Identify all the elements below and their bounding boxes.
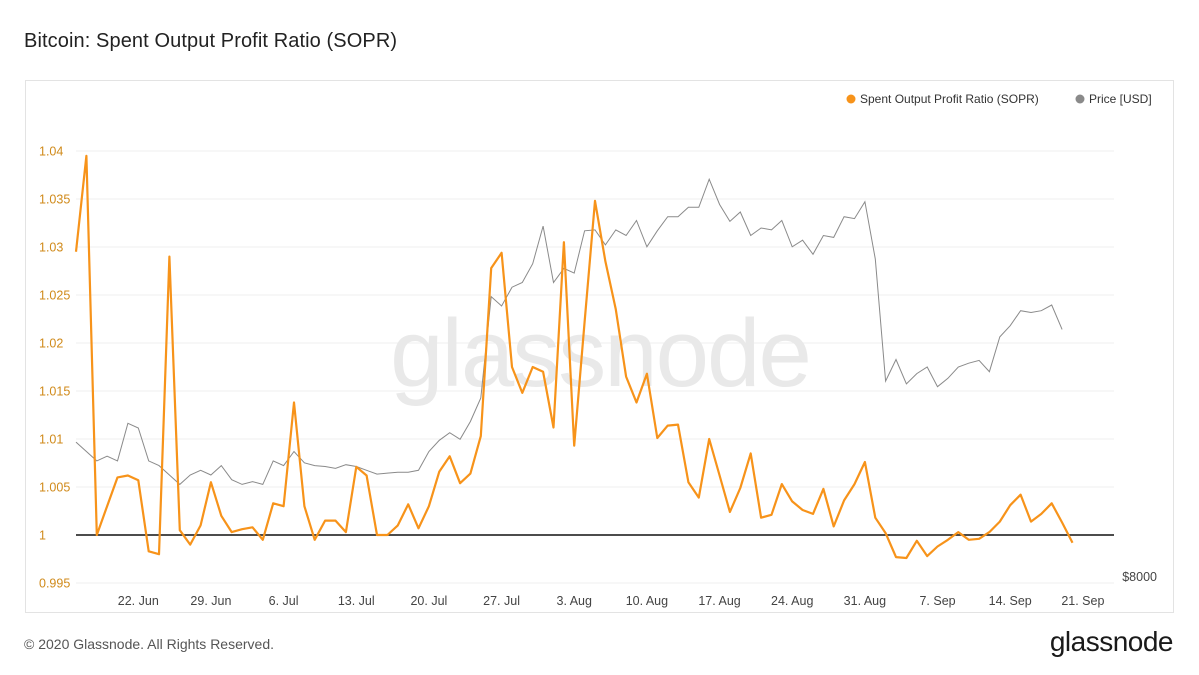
legend-sopr-marker <box>846 94 856 104</box>
glassnode-logo: glassnode <box>1049 626 1174 657</box>
x-tick-label: 22. Jun <box>118 594 159 608</box>
y-axis-ticks: 1.04 1.035 1.03 1.025 1.02 1.015 1.01 1.005 1 0.9… <box>39 145 70 591</box>
x-tick-label: 29. Jun <box>190 594 231 608</box>
y-tick-label: 1.04 <box>39 145 63 159</box>
x-tick-label: 14. Sep <box>989 594 1032 608</box>
x-tick-label: 27. Jul <box>483 594 520 608</box>
y-tick-label: 1 <box>39 529 46 543</box>
x-tick-label: 21. Sep <box>1061 594 1104 608</box>
y-tick-label: 1.015 <box>39 385 70 399</box>
watermark: glassnode <box>390 300 810 407</box>
y-tick-label: 1.025 <box>39 289 70 303</box>
x-tick-label: 10. Aug <box>626 594 668 608</box>
x-tick-label: 7. Sep <box>919 594 955 608</box>
legend-price-marker <box>1075 94 1085 104</box>
x-tick-label: 17. Aug <box>698 594 740 608</box>
chart-title: Bitcoin: Spent Output Profit Ratio (SOPR… <box>24 30 398 52</box>
legend-price-label: Price [USD] <box>1089 92 1152 106</box>
x-tick-label: 6. Jul <box>269 594 299 608</box>
y-tick-label: 1.005 <box>39 481 70 495</box>
x-tick-label: 31. Aug <box>844 594 886 608</box>
y-tick-label: 1.035 <box>39 193 70 207</box>
sopr-chart: glassnode 1.041.0351.031.0251.021.0151.0… <box>39 92 1157 608</box>
x-tick-label: 20. Jul <box>410 594 447 608</box>
legend: Spent Output Profit Ratio (SOPR) Price [U… <box>846 92 1152 106</box>
right-axis-tick: $8000 <box>1122 570 1157 584</box>
price-series-line <box>75 177 1063 486</box>
x-tick-label: 24. Aug <box>771 594 813 608</box>
y-tick-label: 1.03 <box>39 241 63 255</box>
x-axis-ticks: 22. Jun 29. Jun 6. Jul 13. Jul 20. Jul 27. Ju… <box>118 594 1105 608</box>
x-tick-label: 3. Aug <box>557 594 592 608</box>
y-tick-label: 1.01 <box>39 433 63 447</box>
copyright-text: © 2020 Glassnode. All Rights Reserved. <box>24 636 275 652</box>
y-tick-label: 0.995 <box>39 577 70 591</box>
chart-panel: glassnode 1.04 1.035 1.03 1.025 1.02 1.015 1.0… <box>25 80 1174 613</box>
x-tick-label: 13. Jul <box>338 594 375 608</box>
legend-sopr-label: Spent Output Profit Ratio (SOPR) <box>860 92 1039 106</box>
sopr-series-line <box>74 154 1074 560</box>
y-tick-label: 1.02 <box>39 337 63 351</box>
